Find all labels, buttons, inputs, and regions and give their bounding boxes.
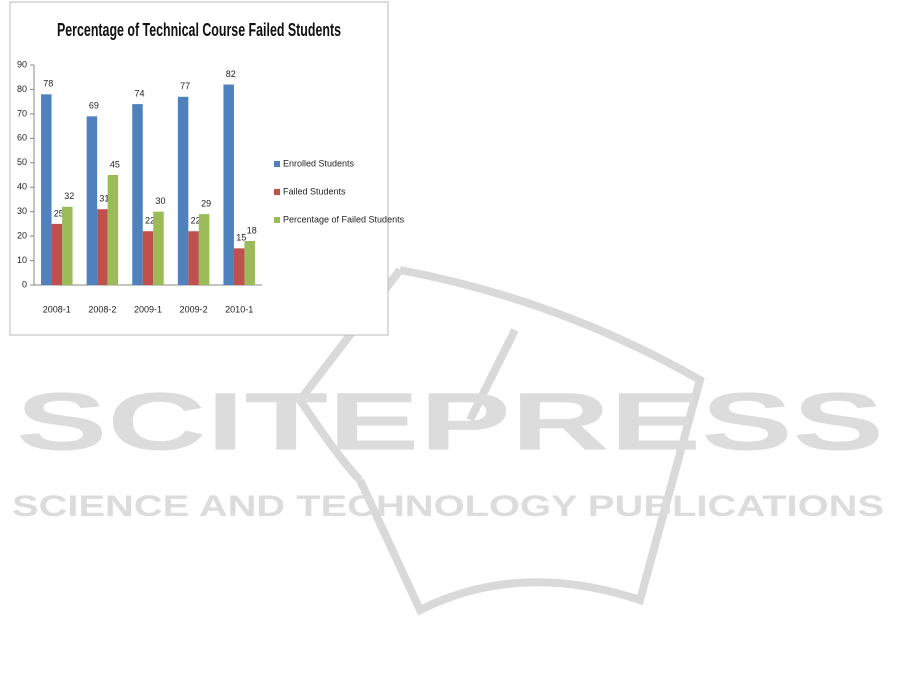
data-label: 18 — [247, 225, 257, 235]
data-label: 15 — [236, 233, 246, 243]
bar — [86, 116, 98, 285]
data-label: 25 — [54, 208, 64, 218]
y-tick-label: 20 — [17, 230, 27, 240]
y-tick-label: 10 — [17, 255, 27, 265]
y-tick-label: 40 — [17, 182, 27, 192]
y-tick-label: 50 — [17, 157, 27, 167]
bar — [132, 104, 143, 285]
bar — [142, 231, 154, 285]
bar — [51, 223, 63, 285]
x-tick-label: 2009-1 — [134, 304, 162, 314]
legend-label: Enrolled Students — [283, 158, 355, 168]
data-label: 82 — [226, 69, 236, 79]
bar — [107, 175, 119, 285]
legend-swatch — [274, 217, 280, 223]
data-label: 77 — [180, 81, 190, 91]
y-tick-label: 60 — [17, 133, 27, 143]
y-tick-label: 80 — [17, 84, 27, 94]
bar — [41, 94, 52, 285]
bar — [233, 248, 245, 285]
x-tick-label: 2010-1 — [225, 304, 253, 314]
data-label: 74 — [134, 88, 144, 98]
bar — [62, 206, 73, 285]
data-label: 29 — [201, 198, 211, 208]
bar — [198, 214, 210, 285]
bar — [97, 209, 108, 285]
chart-title: Percentage of Technical Course Failed St… — [57, 20, 341, 40]
data-label: 22 — [145, 216, 155, 226]
watermark-subtitle: SCIENCE AND TECHNOLOGY PUBLICATIONS — [12, 490, 884, 523]
data-label: 32 — [64, 191, 74, 201]
x-tick-label: 2009-2 — [180, 304, 208, 314]
x-tick-label: 2008-1 — [43, 304, 71, 314]
data-label: 78 — [43, 79, 53, 89]
bar — [223, 84, 234, 285]
y-tick-label: 0 — [22, 279, 27, 289]
data-label: 31 — [99, 194, 109, 204]
legend-swatch — [274, 161, 280, 167]
data-label: 22 — [191, 216, 201, 226]
legend-swatch — [274, 189, 280, 195]
data-label: 69 — [89, 101, 99, 111]
watermark-title: SCITEPRESS — [16, 377, 884, 468]
data-label: 30 — [155, 196, 165, 206]
bar — [244, 241, 255, 285]
data-label: 45 — [110, 159, 120, 169]
y-tick-label: 90 — [17, 59, 27, 69]
y-tick-label: 30 — [17, 206, 27, 216]
y-tick-label: 70 — [17, 108, 27, 118]
bar — [153, 211, 164, 285]
legend-label: Failed Students — [283, 186, 346, 196]
bar — [177, 96, 189, 286]
bar — [188, 231, 199, 285]
x-tick-label: 2008-2 — [88, 304, 116, 314]
legend-label: Percentage of Failed Students — [283, 214, 405, 224]
